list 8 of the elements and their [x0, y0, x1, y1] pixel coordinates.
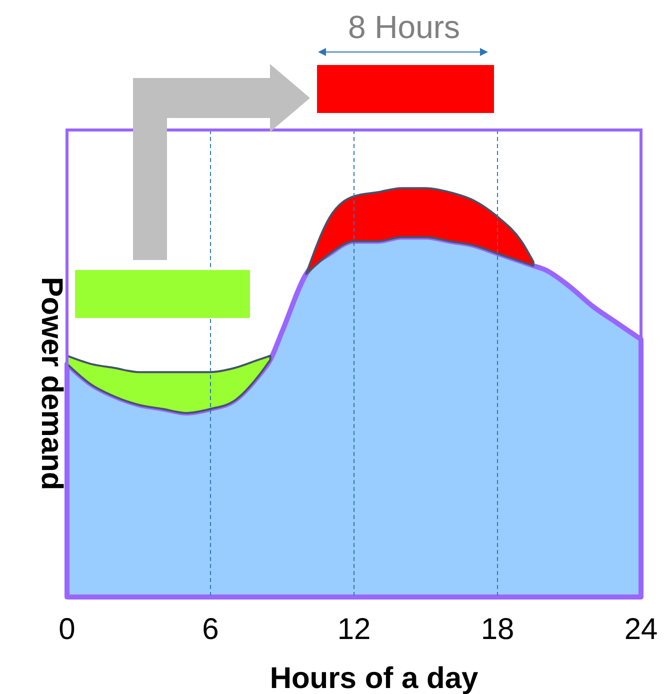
- x-tick-label: 12: [337, 613, 371, 646]
- text: 8 Hours: [348, 9, 460, 45]
- x-axis-title: Hours of a day: [270, 662, 478, 694]
- x-tick-label: 18: [480, 613, 514, 646]
- y-axis-title: Power demand: [35, 276, 68, 490]
- x-tick-label: 0: [58, 613, 76, 646]
- x-tick-label: 6: [202, 613, 219, 646]
- x-tick-label: 24: [624, 613, 658, 646]
